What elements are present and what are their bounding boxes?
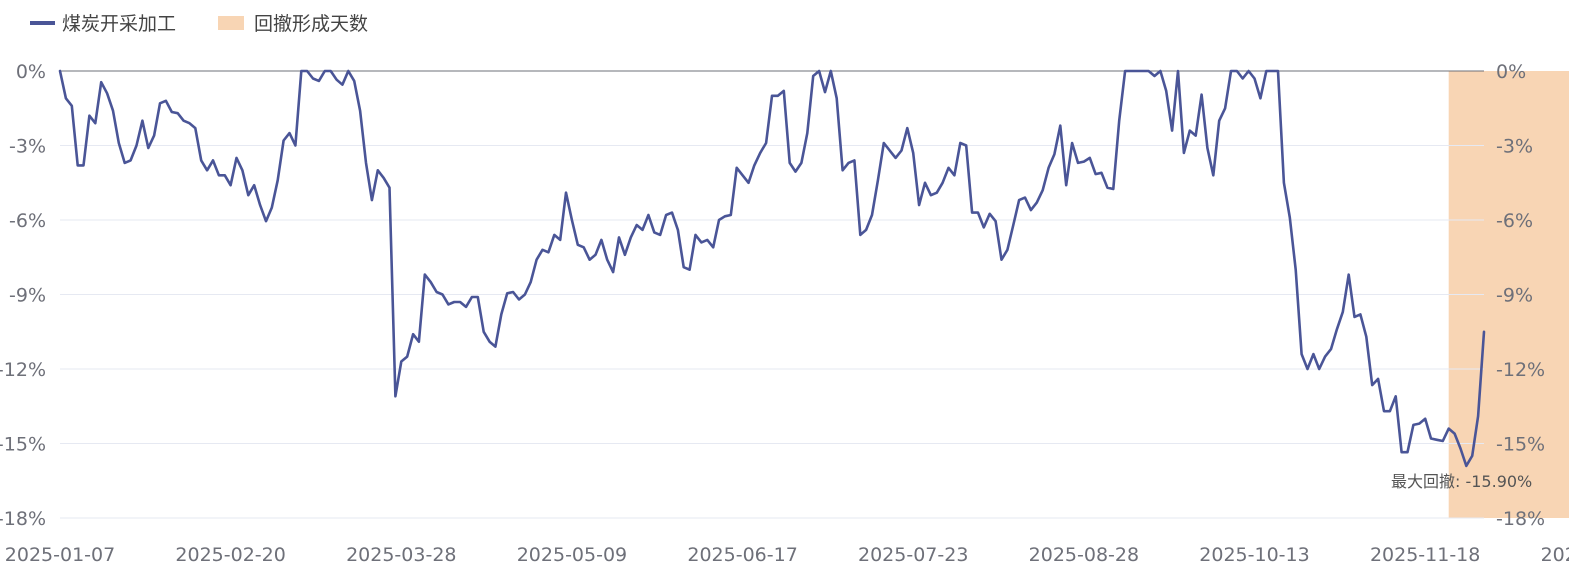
x-tick-label: 2025-10-13 xyxy=(1199,544,1309,566)
x-tick-label: 2025-02-20 xyxy=(175,544,285,566)
y-axis-right: 0% -3% -6% -9% -12% -15% -18% xyxy=(1496,61,1545,530)
y-tick-label-left: -15% xyxy=(0,434,46,456)
grid-layer xyxy=(60,70,1484,519)
x-tick-label: 2025-06-17 xyxy=(687,544,797,566)
y-tick-label-right: -6% xyxy=(1496,210,1533,232)
y-tick-label-right: -18% xyxy=(1496,508,1545,530)
legend[interactable]: 煤炭开采加工 回撤形成天数 xyxy=(30,13,368,35)
y-tick-label-right: -9% xyxy=(1496,285,1533,307)
y-tick-label-left: 0% xyxy=(16,61,46,83)
x-tick-label: 2025-01-07 xyxy=(5,544,115,566)
y-tick-label-left: -6% xyxy=(9,210,46,232)
y-tick-label-left: -12% xyxy=(0,359,46,381)
x-tick-label: 2025-05-09 xyxy=(517,544,627,566)
x-axis: 2025-01-07 2025-02-20 2025-03-28 2025-05-09… xyxy=(5,544,1569,566)
legend-area-label: 回撤形成天数 xyxy=(254,13,368,35)
y-tick-label-right: 0% xyxy=(1496,61,1526,83)
series-line-煤炭开采加工 xyxy=(58,69,1486,468)
legend-item-line[interactable]: 煤炭开采加工 xyxy=(30,13,176,35)
legend-area-swatch xyxy=(218,16,244,30)
series-layer xyxy=(58,69,1486,468)
y-tick-label-left: -9% xyxy=(9,285,46,307)
y-tick-label-right: -12% xyxy=(1496,359,1545,381)
max-drawdown-label: 最大回撤: -15.90% xyxy=(1391,472,1532,491)
y-tick-label-right: -15% xyxy=(1496,434,1545,456)
x-tick-label: 2025-03-28 xyxy=(346,544,456,566)
legend-line-label: 煤炭开采加工 xyxy=(62,13,176,35)
y-tick-label-left: -3% xyxy=(9,136,46,158)
y-tick-label-right: -3% xyxy=(1496,136,1533,158)
legend-item-area[interactable]: 回撤形成天数 xyxy=(218,13,368,35)
y-axis-left: 0% -3% -6% -9% -12% -15% -18% xyxy=(0,61,46,530)
x-tick-label: 2025-07-23 xyxy=(858,544,968,566)
x-tick-label: 2025-11-18 xyxy=(1370,544,1480,566)
annotation-layer: 最大回撤: -15.90% xyxy=(1391,472,1532,491)
y-tick-label-left: -18% xyxy=(0,508,46,530)
x-tick-label: 2025-12-24 xyxy=(1541,544,1569,566)
x-tick-label: 2025-08-28 xyxy=(1029,544,1139,566)
